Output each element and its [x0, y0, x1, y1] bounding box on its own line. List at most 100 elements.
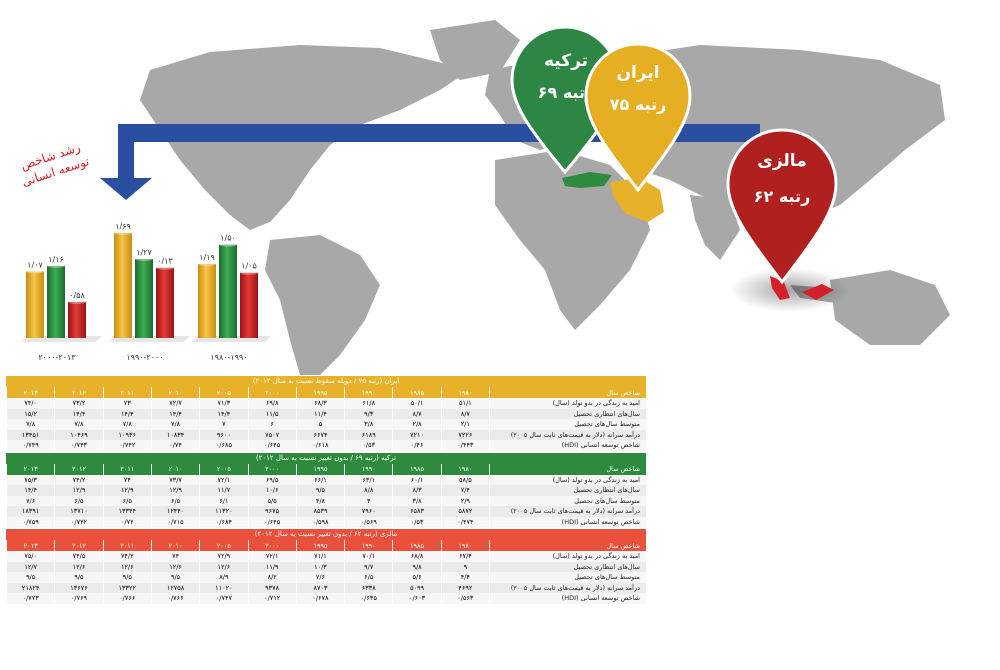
table-cell: ۱۲/۶ [199, 561, 249, 572]
pin-iran: ایران رتبه ۷۵ [584, 42, 692, 193]
table-cell: ۰/۶۸۴ [199, 516, 249, 527]
year-header: ۲۰۰۰ [247, 387, 297, 398]
table-cell: ۰/۷۱۵ [150, 516, 200, 527]
table-cell: ۹/۷ [344, 561, 393, 572]
table-cell: ۱۴/۴ [54, 408, 104, 419]
table-cell: ۷/۸ [54, 419, 104, 430]
year-header: ۱۹۸۵ [392, 387, 442, 398]
table-iran: ایران (رتبه ۷۵ / دوپله سقوط نسبت به سال … [5, 376, 646, 451]
table-turkey-caption: ترکیه (رتبه ۶۹ / بدون تغییر نسبت به سال … [6, 452, 646, 464]
table-cell: ۱۲/۶ [54, 561, 104, 572]
table-cell: ۱۱/۴ [295, 408, 345, 419]
header-label: شاخص سال [489, 387, 646, 398]
table-cell: ۷/۶ [5, 495, 55, 506]
table-row: امید به زندگی در بدو تولد (سال) ۶۷/۴ ۶۸/۸ ۷… [5, 551, 646, 562]
table-cell: ۶۳/۱ [344, 474, 393, 485]
malaysia-shape [770, 276, 834, 300]
table-cell: ۹۳۷۸ [247, 582, 297, 593]
world-map: ترکیه رتبه ۶۹ ایران رتبه ۷۵ مالزی رتبه ۶… [100, 20, 950, 375]
header-label: شاخص سال [489, 540, 646, 551]
table-cell: ۰/۷۲ [102, 516, 152, 527]
row-label: متوسط سال‌های تحصیل [489, 419, 646, 430]
row-label: درآمد سرانه (دلار به قیمت‌های ثابت سال ۲… [489, 506, 646, 517]
india [690, 195, 740, 260]
row-label: امید به زندگی در بدو تولد (سال) [489, 551, 646, 562]
table-cell: ۶۷/۴ [440, 551, 490, 562]
table-iran-caption: ایران (رتبه ۷۵ / دوپله سقوط نسبت به سال … [6, 376, 646, 387]
year-header: ۲۰۱۲ [54, 387, 104, 398]
row-label: امید به زندگی در بدو تولد (سال) [489, 474, 646, 485]
table-cell: ۰/۷۶۶ [102, 593, 152, 604]
table-cell: ۱۳۳۴۴ [102, 506, 152, 517]
row-label: درآمد سرانه (دلار به قیمت‌های ثابت سال ۲… [489, 582, 646, 593]
table-cell: ۰/۷۲۲ [54, 516, 104, 527]
bar-top [240, 270, 258, 275]
table-row: درآمد سرانه (دلار به قیمت‌های ثابت سال ۲… [5, 582, 646, 593]
table-cell: ۰/۶۴۵ [247, 516, 297, 527]
table-malaysia-caption: مالزی (رتبه ۶۲ / بدون تغییر نسبت به سال … [6, 529, 646, 540]
table-cell: ۱۴/۴ [150, 408, 200, 419]
table-cell: ۹/۳ [344, 408, 393, 419]
row-label: درآمد سرانه (دلار به قیمت‌های ثابت سال ۲… [489, 429, 646, 440]
year-header: ۲۰۱۰ [150, 540, 200, 551]
table-row: درآمد سرانه (دلار به قیمت‌های ثابت سال ۲… [5, 429, 646, 440]
table-header-row: شاخص سال ۱۹۸۰ ۱۹۸۵ ۱۹۹۰ ۱۹۹۵ ۲۰۰۰ ۲۰۰۵ ۲۰۱۰ ۲۰۱۱… [5, 387, 646, 398]
year-header: ۲۰۰۰ [247, 540, 297, 551]
table-cell: ۱۴/۴ [102, 408, 152, 419]
table-row: متوسط سال‌های تحصیل ۴/۴ ۵/۶ ۶/۵ ۷/۶ ۸/۲ ۸/۹ ۹/۵… [5, 572, 646, 583]
table-row: امید به زندگی در بدو تولد (سال) ۵۸/۵ ۶۰/۱ ۶… [5, 474, 646, 485]
table-header-row: شاخص سال ۱۹۸۰ ۱۹۸۵ ۱۹۹۰ ۱۹۹۵ ۲۰۰۰ ۲۰۰۵ ۲۰۱۰ ۲۰۱۱… [5, 463, 646, 475]
table-cell: ۲۱۸۲۴ [5, 582, 55, 593]
table-cell: ۰/۷۴۲ [102, 440, 152, 451]
row-label: سال‌های انتظاری تحصیل [489, 485, 646, 496]
table-row: شاخص توسعه انسانی (HDI) ۰/۴۴۳ ۰/۴۶ ۰/۵۳ ۰/۶۱… [5, 440, 646, 451]
year-header: ۱۹۸۰ [440, 463, 490, 475]
table-cell: ۱۲/۹ [150, 485, 200, 496]
table-cell: ۱۵/۲ [5, 408, 55, 419]
table-cell: ۷/۸ [5, 419, 55, 430]
table-cell: ۵۱/۱ [440, 398, 490, 409]
table-cell: ۵۸/۵ [440, 474, 490, 485]
table-cell: ۰/۴۶ [392, 440, 442, 451]
bar-iran [198, 263, 216, 338]
table-cell: ۱۴/۴ [5, 485, 55, 496]
bar-top [219, 242, 237, 247]
table-cell: ۶۶/۱ [295, 474, 345, 485]
table-cell: ۹ [440, 561, 490, 572]
bar-value-label: ۱/۱۶ [48, 255, 64, 264]
table-cell: ۷۴/۰ [5, 398, 55, 409]
table-cell: ۷/۶ [295, 572, 345, 583]
row-label: شاخص توسعه انسانی (HDI) [489, 440, 646, 451]
table-cell: ۷۳/۷ [150, 474, 200, 485]
table-cell: ۶۹/۵ [247, 474, 297, 485]
table-cell: ۶۳۳۸ [344, 582, 393, 593]
table-cell: ۲/۹ [440, 495, 490, 506]
table-cell: ۰/۶۷۸ [295, 593, 345, 604]
table-cell: ۷/۸ [102, 419, 152, 430]
pin-turkey-rank: رتبه ۶۹ [538, 83, 595, 102]
bar-turkey [47, 265, 65, 338]
bar-malaysia [240, 272, 258, 338]
table-turkey-grid: شاخص سال ۱۹۸۰ ۱۹۸۵ ۱۹۹۰ ۱۹۹۵ ۲۰۰۰ ۲۰۰۵ ۲۰۱۰ ۲۰۱۱… [5, 463, 646, 527]
table-cell: ۷۲۱۰ [392, 429, 442, 440]
table-cell: ۱۰/۶ [247, 485, 297, 496]
table-cell: ۰/۷۴ [150, 440, 200, 451]
row-label: شاخص توسعه انسانی (HDI) [489, 516, 646, 527]
table-cell: ۲/۱ [440, 419, 490, 430]
table-cell: ۹/۵ [102, 572, 152, 583]
table-cell: ۷۰/۱ [344, 551, 393, 562]
table-cell: ۳/۸ [392, 495, 442, 506]
table-cell: ۱۱/۹ [247, 561, 297, 572]
year-header: ۱۹۸۰ [440, 387, 490, 398]
table-row: امید به زندگی در بدو تولد (سال) ۵۱/۱ ۵۰/۱ ۶… [5, 398, 646, 409]
table-row: متوسط سال‌های تحصیل ۲/۹ ۳/۸ ۴ ۴/۸ ۵/۵ ۶/۱ ۶/۵ ۶/… [5, 495, 646, 506]
table-cell: ۷۲۲۶ [440, 429, 490, 440]
pin-turkey-country: ترکیه [544, 51, 588, 71]
row-label: امید به زندگی در بدو تولد (سال) [489, 398, 646, 409]
year-header: ۲۰۱۰ [150, 387, 200, 398]
table-cell: ۷۲/۹ [199, 551, 249, 562]
year-header: ۲۰۰۰ [247, 463, 297, 475]
table-malaysia: مالزی (رتبه ۶۲ / بدون تغییر نسبت به سال … [5, 529, 646, 604]
bar-value-label: ۰/۵۸ [69, 291, 85, 300]
table-cell: ۰/۷۵۹ [5, 516, 55, 527]
